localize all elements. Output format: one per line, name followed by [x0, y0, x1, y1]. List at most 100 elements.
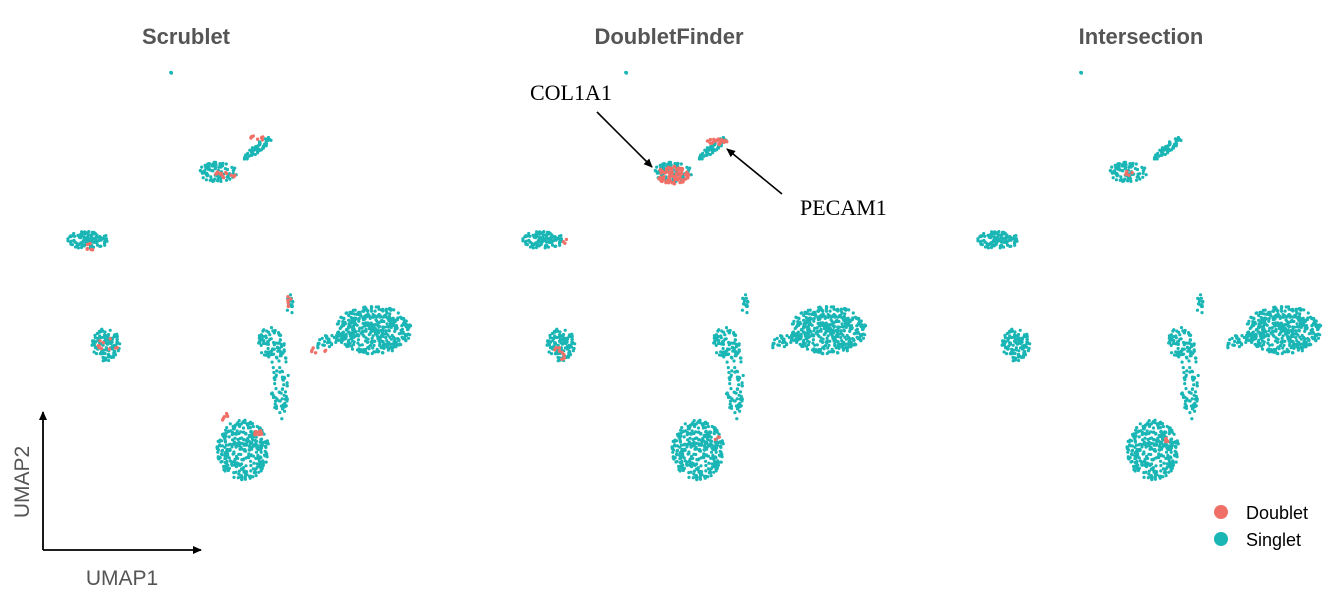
singlet-point: [1147, 472, 1151, 476]
singlet-point: [284, 356, 288, 360]
singlet-point: [1195, 381, 1199, 385]
singlet-point: [1300, 322, 1304, 326]
singlet-point: [1151, 430, 1155, 434]
singlet-point: [1263, 319, 1267, 323]
singlet-point: [735, 397, 739, 401]
singlet-point: [827, 343, 831, 347]
singlet-point: [717, 353, 722, 357]
singlet-point: [260, 466, 264, 470]
doublet-point: [107, 347, 112, 351]
singlet-point: [282, 383, 286, 387]
singlet-point: [715, 443, 719, 447]
singlet-point: [233, 457, 237, 461]
singlet-point: [335, 337, 339, 341]
singlet-point: [854, 343, 858, 347]
singlet-point: [219, 452, 224, 456]
singlet-point: [833, 343, 837, 348]
singlet-point: [689, 443, 693, 447]
singlet-point: [689, 465, 694, 469]
singlet-point: [216, 179, 220, 183]
singlet-point: [99, 329, 103, 334]
singlet-point: [1138, 422, 1142, 426]
singlet-point: [291, 300, 295, 304]
singlet-point: [401, 330, 405, 335]
singlet-point: [1148, 463, 1152, 467]
doublet-point: [108, 337, 112, 341]
singlet-point: [698, 448, 702, 452]
singlet-point: [69, 234, 73, 238]
singlet-point: [841, 325, 846, 329]
singlet-point: [1230, 336, 1234, 340]
singlet-point: [330, 334, 334, 338]
singlet-point: [1301, 342, 1305, 346]
singlet-point: [237, 431, 241, 436]
singlet-point: [699, 442, 704, 446]
singlet-point: [212, 179, 216, 183]
singlet-point: [853, 315, 858, 319]
singlet-point: [1242, 335, 1246, 340]
singlet-point: [1002, 230, 1006, 234]
singlet-point: [557, 339, 562, 343]
singlet-point: [1174, 334, 1178, 338]
singlet-point: [1191, 378, 1195, 382]
singlet-point: [275, 369, 279, 373]
singlet-point: [1282, 329, 1286, 333]
singlet-point: [376, 335, 380, 339]
singlet-point: [234, 432, 238, 436]
doublet-point: [286, 304, 291, 308]
singlet-point: [1183, 378, 1187, 382]
singlet-point: [709, 450, 714, 454]
doublet-point: [88, 241, 92, 246]
singlet-point: [806, 332, 811, 336]
singlet-point: [278, 354, 282, 358]
singlet-point: [1313, 320, 1317, 324]
singlet-point: [838, 314, 842, 318]
legend-label-doublet: Doublet: [1246, 503, 1308, 523]
singlet-point: [249, 446, 253, 450]
singlet-point: [997, 237, 1002, 241]
singlet-point: [1160, 146, 1165, 150]
singlet-point: [808, 334, 812, 338]
singlet-point: [1130, 439, 1134, 443]
singlet-point: [1258, 323, 1262, 328]
singlet-point: [822, 327, 826, 331]
singlet-point: [203, 163, 207, 167]
doublet-point: [660, 179, 664, 184]
singlet-point: [722, 355, 726, 359]
singlet-point: [844, 307, 848, 311]
doublet-point: [215, 172, 219, 176]
singlet-point: [370, 336, 374, 340]
singlet-point: [538, 237, 542, 242]
singlet-point: [221, 164, 225, 168]
singlet-point: [101, 355, 105, 360]
singlet-point: [277, 346, 281, 350]
singlet-point: [989, 236, 993, 240]
singlet-point: [548, 346, 553, 350]
singlet-point: [244, 156, 249, 160]
singlet-point: [1298, 312, 1302, 316]
singlet-point: [669, 160, 673, 164]
singlet-point: [841, 333, 845, 337]
doublet-point: [225, 414, 230, 419]
singlet-point: [400, 327, 404, 331]
doublet-point: [680, 169, 684, 173]
singlet-point: [624, 70, 628, 75]
singlet-point: [691, 437, 695, 442]
singlet-point: [401, 316, 406, 321]
singlet-point: [1170, 351, 1174, 355]
singlet-point: [249, 469, 253, 473]
singlet-point: [116, 349, 120, 353]
doublet-point: [85, 242, 90, 247]
doublet-point: [258, 430, 262, 434]
singlet-point: [848, 339, 852, 343]
singlet-point: [358, 310, 362, 314]
singlet-point: [1295, 344, 1299, 349]
singlet-point: [352, 340, 356, 344]
singlet-point: [260, 351, 264, 355]
singlet-point: [279, 350, 283, 354]
singlet-point: [223, 439, 227, 443]
singlet-point: [270, 391, 274, 395]
singlet-point: [858, 320, 862, 324]
singlet-point: [106, 353, 110, 357]
singlet-point: [565, 336, 570, 340]
